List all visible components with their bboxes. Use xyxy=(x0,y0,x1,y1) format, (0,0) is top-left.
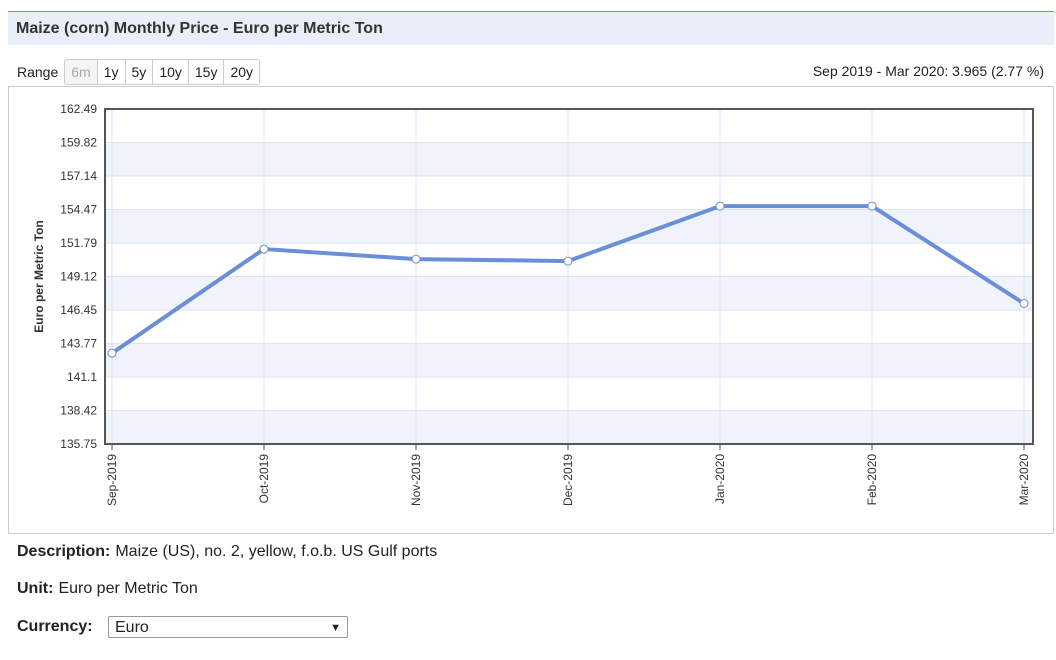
point xyxy=(259,244,269,254)
y-tick-label: 151.79 xyxy=(60,236,97,250)
grid-band xyxy=(105,142,1033,177)
range-button[interactable]: 1y xyxy=(96,59,125,84)
chart-box: 135.75 138.42 141.1 143.77 146.45 149.12 151.7… xyxy=(8,86,1054,534)
y-axis-title: Euro per Metric Ton xyxy=(32,220,46,332)
currency-select[interactable]: Euro ▼ xyxy=(108,616,348,638)
y-tick-label: 138.42 xyxy=(60,404,97,418)
range-button[interactable]: 15y xyxy=(187,59,224,84)
point xyxy=(1019,298,1029,308)
y-tick-label: 135.75 xyxy=(60,437,97,451)
unit-text: Euro per Metric Ton xyxy=(58,580,198,597)
y-tick-label: 162.49 xyxy=(60,102,97,116)
y-tick-label: 157.14 xyxy=(60,169,97,183)
point xyxy=(411,254,421,264)
x-tick-label: Mar-2020 xyxy=(1017,454,1031,506)
x-tick-label: Nov-2019 xyxy=(409,454,423,506)
description-label: Description: xyxy=(17,543,111,560)
range-selector: Range 6m 1y 5y 10y 15y 20y xyxy=(17,58,261,85)
unit-label: Unit: xyxy=(17,580,54,597)
range-buttons: 6m 1y 5y 10y 15y 20y xyxy=(64,58,261,85)
summary: Sep 2019 - Mar 2020: 3.965 (2.77 %) xyxy=(812,63,1044,79)
dropdown-arrow: ▼ xyxy=(330,622,341,634)
x-tick-label: Sep-2019 xyxy=(105,454,119,506)
point xyxy=(107,348,117,358)
y-tick-label: 149.12 xyxy=(60,270,97,284)
point xyxy=(867,201,877,211)
currency-value: Euro xyxy=(115,619,149,636)
point xyxy=(715,201,725,211)
x-tick-label: Jan-2020 xyxy=(713,454,727,504)
grid-band xyxy=(105,209,1033,244)
unit: Unit: Euro per Metric Ton xyxy=(17,580,198,598)
y-tick-label: 143.77 xyxy=(60,337,97,351)
point xyxy=(563,256,573,266)
header: Maize (corn) Monthly Price - Euro per Me… xyxy=(8,11,1054,45)
title: Maize (corn) Monthly Price - Euro per Me… xyxy=(16,20,383,37)
y-tick-label: 159.82 xyxy=(60,135,97,149)
plot-border xyxy=(104,108,1034,445)
grid-band xyxy=(105,343,1033,377)
y-tick-label: 146.45 xyxy=(60,303,97,317)
x-tick-label: Feb-2020 xyxy=(865,454,879,506)
y-tick-label: 141.1 xyxy=(67,370,97,384)
range-button[interactable]: 20y xyxy=(223,59,260,84)
y-tick-label: 154.47 xyxy=(60,202,97,216)
range-button[interactable]: 5y xyxy=(124,59,153,84)
description-text: Maize (US), no. 2, yellow, f.o.b. US Gul… xyxy=(115,543,438,560)
x-tick-label: Oct-2019 xyxy=(257,454,271,504)
currency: Currency: xyxy=(17,618,98,636)
currency-label: Currency: xyxy=(17,618,93,635)
x-tick-label: Dec-2019 xyxy=(561,454,575,506)
range-button[interactable]: 6m xyxy=(65,59,97,84)
chart: 135.75 138.42 141.1 143.77 146.45 149.12 151.7… xyxy=(32,102,1034,506)
range-label: Range xyxy=(17,63,59,80)
range-button[interactable]: 10y xyxy=(152,59,188,84)
grid-band xyxy=(105,410,1033,444)
description: Description: Maize (US), no. 2, yellow, f… xyxy=(17,543,437,561)
grid-band xyxy=(105,276,1033,310)
